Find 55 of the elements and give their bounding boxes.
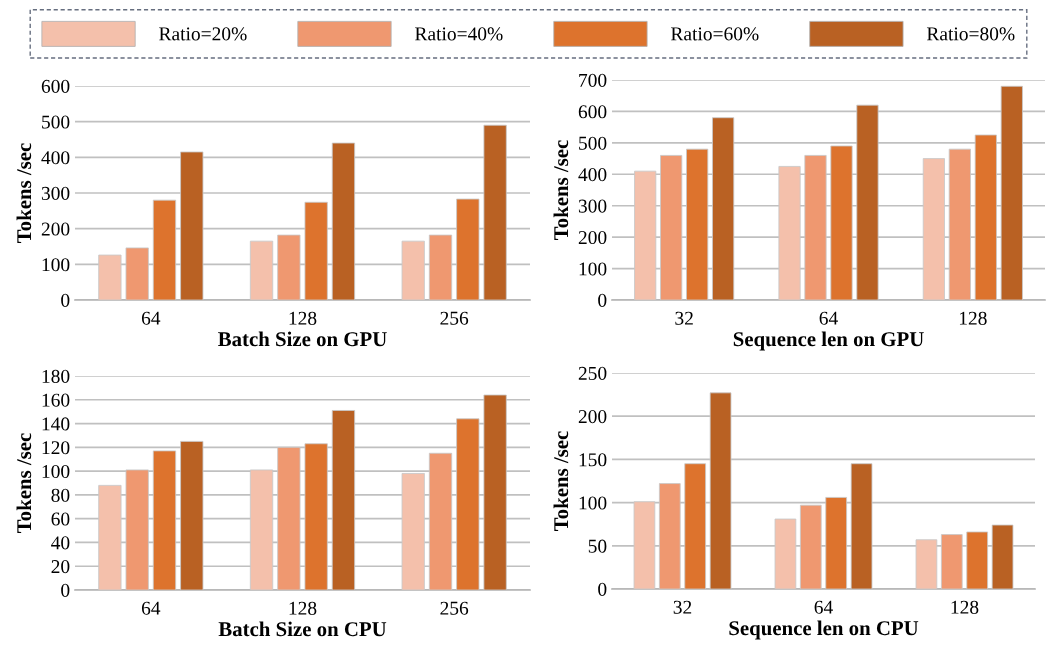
legend-label: Ratio=20% bbox=[159, 27, 247, 41]
y-tick-label: 100 bbox=[579, 496, 607, 510]
y-tick-label: 180 bbox=[42, 369, 70, 383]
y-tick-label: 400 bbox=[578, 168, 607, 182]
y-tick-label: 600 bbox=[578, 105, 607, 119]
legend-label: Ratio=80% bbox=[926, 27, 1015, 41]
y-tick-label: 160 bbox=[42, 393, 70, 407]
x-tick-label: 32 bbox=[675, 311, 693, 325]
y-tick-label: 60 bbox=[51, 512, 70, 526]
x-tick-label: 32 bbox=[673, 600, 692, 614]
y-tick-label: 600 bbox=[41, 79, 70, 93]
y-tick-label: 40 bbox=[51, 536, 70, 550]
y-tick-label: 250 bbox=[578, 366, 607, 380]
y-tick-label: 200 bbox=[578, 230, 607, 245]
x-tick-label: 128 bbox=[289, 601, 317, 615]
y-tick-label: 200 bbox=[578, 410, 607, 424]
x-axis-title: Sequence len on CPU bbox=[729, 620, 919, 640]
x-axis-title: Batch Size on GPU bbox=[218, 331, 387, 347]
y-tick-label: 300 bbox=[41, 186, 70, 200]
y-tick-label: 150 bbox=[579, 453, 607, 467]
x-tick-label: 128 bbox=[951, 600, 979, 614]
y-tick-label: 0 bbox=[61, 583, 70, 597]
x-tick-label: 64 bbox=[141, 601, 161, 615]
y-axis-title: Tokens /sec bbox=[553, 431, 569, 531]
x-axis-title: Sequence len on GPU bbox=[733, 331, 924, 351]
y-tick-label: 140 bbox=[42, 417, 70, 431]
x-tick-label: 128 bbox=[959, 311, 987, 325]
y-tick-label: 500 bbox=[42, 115, 70, 129]
x-tick-label: 64 bbox=[814, 600, 833, 614]
x-tick-label: 256 bbox=[440, 601, 469, 615]
y-axis-title: Tokens /sec bbox=[16, 433, 32, 533]
y-tick-label: 400 bbox=[41, 151, 70, 165]
x-tick-label: 64 bbox=[819, 311, 838, 325]
y-tick-label: 100 bbox=[42, 464, 70, 479]
y-tick-label: 300 bbox=[578, 199, 607, 213]
y-axis-title: Tokens /sec bbox=[16, 143, 32, 243]
y-tick-label: 100 bbox=[579, 262, 607, 276]
y-tick-label: 500 bbox=[579, 136, 607, 150]
y-tick-label: 200 bbox=[41, 222, 70, 236]
legend-label: Ratio=60% bbox=[671, 27, 759, 41]
y-tick-label: 120 bbox=[42, 441, 70, 455]
x-axis-title: Batch Size on CPU bbox=[218, 621, 387, 637]
x-tick-label: 64 bbox=[141, 311, 161, 325]
y-tick-label: 0 bbox=[598, 582, 607, 596]
x-tick-label: 128 bbox=[289, 311, 317, 325]
y-tick-label: 700 bbox=[579, 73, 607, 87]
y-tick-label: 50 bbox=[588, 539, 607, 553]
y-tick-label: 0 bbox=[598, 293, 607, 307]
y-tick-label: 20 bbox=[51, 560, 70, 574]
y-tick-label: 100 bbox=[42, 258, 70, 272]
x-tick-label: 256 bbox=[440, 311, 469, 325]
y-axis-title: Tokens /sec bbox=[553, 140, 569, 240]
y-tick-label: 0 bbox=[61, 293, 70, 307]
legend-label: Ratio=40% bbox=[415, 27, 503, 41]
y-tick-label: 80 bbox=[51, 488, 70, 502]
